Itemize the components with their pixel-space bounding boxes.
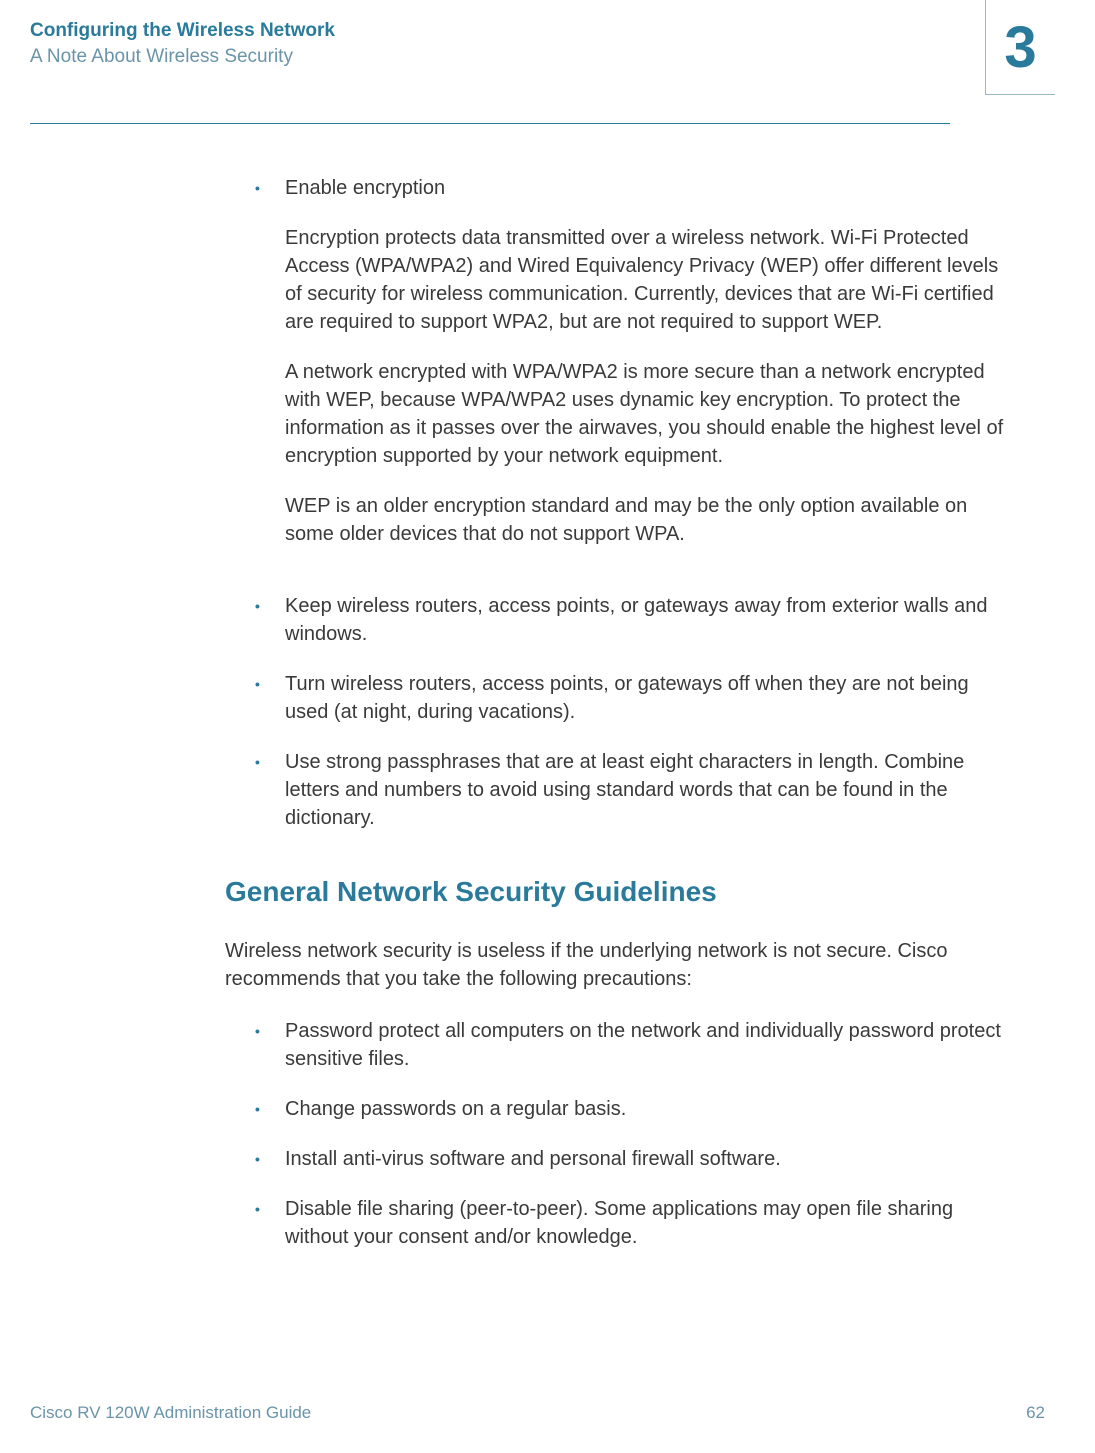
bullet-lead: Disable file sharing (peer-to-peer). Som… [285, 1195, 1015, 1251]
list-item: • Install anti-virus software and person… [255, 1145, 1015, 1173]
list-item: • Enable encryption Encryption protects … [255, 174, 1015, 570]
list-item: • Use strong passphrases that are at lea… [255, 748, 1015, 832]
bullet-icon: • [255, 1017, 285, 1073]
bullet-icon: • [255, 174, 285, 570]
list-item: • Password protect all computers on the … [255, 1017, 1015, 1073]
bullet-icon: • [255, 748, 285, 832]
body-paragraph: A network encrypted with WPA/WPA2 is mor… [285, 358, 1015, 470]
chapter-number: 3 [1004, 14, 1036, 81]
bullet-icon: • [255, 670, 285, 726]
body-paragraph: Encryption protects data transmitted ove… [285, 224, 1015, 336]
bullet-lead: Change passwords on a regular basis. [285, 1095, 1015, 1123]
header-titles: Configuring the Wireless Network A Note … [30, 20, 335, 68]
section-heading: General Network Security Guidelines [225, 872, 1015, 911]
bullet-icon: • [255, 1095, 285, 1123]
section-subtitle: A Note About Wireless Security [30, 46, 335, 68]
chapter-number-box: 3 [985, 0, 1055, 95]
bullet-lead: Use strong passphrases that are at least… [285, 748, 1015, 832]
body-paragraph: WEP is an older encryption standard and … [285, 492, 1015, 548]
intro-paragraph: Wireless network security is useless if … [225, 937, 1015, 993]
list-item: • Keep wireless routers, access points, … [255, 592, 1015, 648]
header-divider [30, 123, 950, 124]
bullet-icon: • [255, 1145, 285, 1173]
footer-guide-name: Cisco RV 120W Administration Guide [30, 1403, 311, 1423]
bullet-body: Enable encryption Encryption protects da… [285, 174, 1015, 570]
list-item: • Change passwords on a regular basis. [255, 1095, 1015, 1123]
chapter-title: Configuring the Wireless Network [30, 20, 335, 42]
page-footer: Cisco RV 120W Administration Guide 62 [30, 1403, 1045, 1423]
bullet-lead: Install anti-virus software and personal… [285, 1145, 1015, 1173]
bullet-lead: Turn wireless routers, access points, or… [285, 670, 1015, 726]
list-item: • Disable file sharing (peer-to-peer). S… [255, 1195, 1015, 1251]
page-container: Configuring the Wireless Network A Note … [0, 0, 1095, 1453]
bullet-icon: • [255, 1195, 285, 1251]
list-item: • Turn wireless routers, access points, … [255, 670, 1015, 726]
bullet-lead: Keep wireless routers, access points, or… [285, 592, 1015, 648]
bullet-lead: Password protect all computers on the ne… [285, 1017, 1015, 1073]
bullet-icon: • [255, 592, 285, 648]
page-header: Configuring the Wireless Network A Note … [30, 20, 1045, 95]
bullet-lead: Enable encryption [285, 174, 1015, 202]
body-content: • Enable encryption Encryption protects … [255, 174, 1015, 1251]
footer-page-number: 62 [1026, 1403, 1045, 1423]
